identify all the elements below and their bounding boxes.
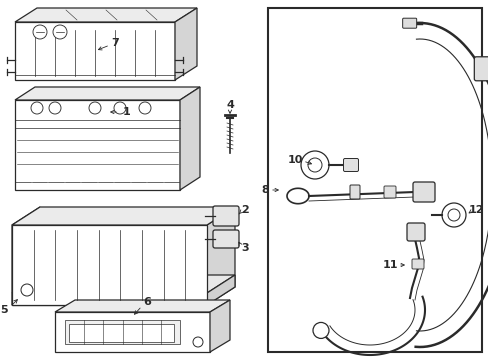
FancyBboxPatch shape <box>402 18 416 28</box>
Circle shape <box>307 158 321 172</box>
Text: 4: 4 <box>225 100 233 110</box>
Polygon shape <box>175 8 197 80</box>
Circle shape <box>33 25 47 39</box>
Circle shape <box>441 203 465 227</box>
Circle shape <box>89 102 101 114</box>
Text: 11: 11 <box>382 260 397 270</box>
Bar <box>12 225 206 305</box>
Bar <box>15 100 180 190</box>
Polygon shape <box>55 300 229 312</box>
Circle shape <box>447 209 459 221</box>
Polygon shape <box>12 207 235 225</box>
Text: 10: 10 <box>287 155 302 165</box>
Circle shape <box>312 323 328 338</box>
Circle shape <box>53 25 67 39</box>
FancyBboxPatch shape <box>383 186 395 198</box>
FancyBboxPatch shape <box>213 230 239 248</box>
Polygon shape <box>15 8 197 22</box>
Text: 8: 8 <box>261 185 268 195</box>
Bar <box>12 293 206 305</box>
FancyBboxPatch shape <box>411 259 423 269</box>
Polygon shape <box>209 300 229 352</box>
Polygon shape <box>180 87 200 190</box>
FancyBboxPatch shape <box>213 206 239 226</box>
Text: 5: 5 <box>0 305 8 315</box>
Circle shape <box>21 284 33 296</box>
FancyBboxPatch shape <box>412 182 434 202</box>
Polygon shape <box>206 207 235 305</box>
Bar <box>55 312 209 352</box>
Text: 3: 3 <box>241 243 248 253</box>
Bar <box>65 320 180 344</box>
Polygon shape <box>12 275 235 293</box>
FancyBboxPatch shape <box>406 223 424 241</box>
FancyBboxPatch shape <box>473 57 488 81</box>
FancyBboxPatch shape <box>349 185 359 199</box>
Text: 1: 1 <box>123 107 131 117</box>
Bar <box>267 8 481 352</box>
Polygon shape <box>206 275 235 305</box>
Circle shape <box>193 337 203 347</box>
Text: 6: 6 <box>143 297 151 307</box>
Bar <box>15 22 175 80</box>
Circle shape <box>139 102 151 114</box>
Text: 9: 9 <box>0 359 1 360</box>
Polygon shape <box>15 87 200 100</box>
Text: 2: 2 <box>241 205 248 215</box>
Circle shape <box>114 102 126 114</box>
Circle shape <box>49 102 61 114</box>
Circle shape <box>301 151 328 179</box>
Circle shape <box>31 102 43 114</box>
Polygon shape <box>12 207 40 305</box>
Text: 7: 7 <box>111 38 119 48</box>
FancyBboxPatch shape <box>343 158 358 171</box>
Bar <box>69 324 174 342</box>
Text: 12: 12 <box>468 205 483 215</box>
